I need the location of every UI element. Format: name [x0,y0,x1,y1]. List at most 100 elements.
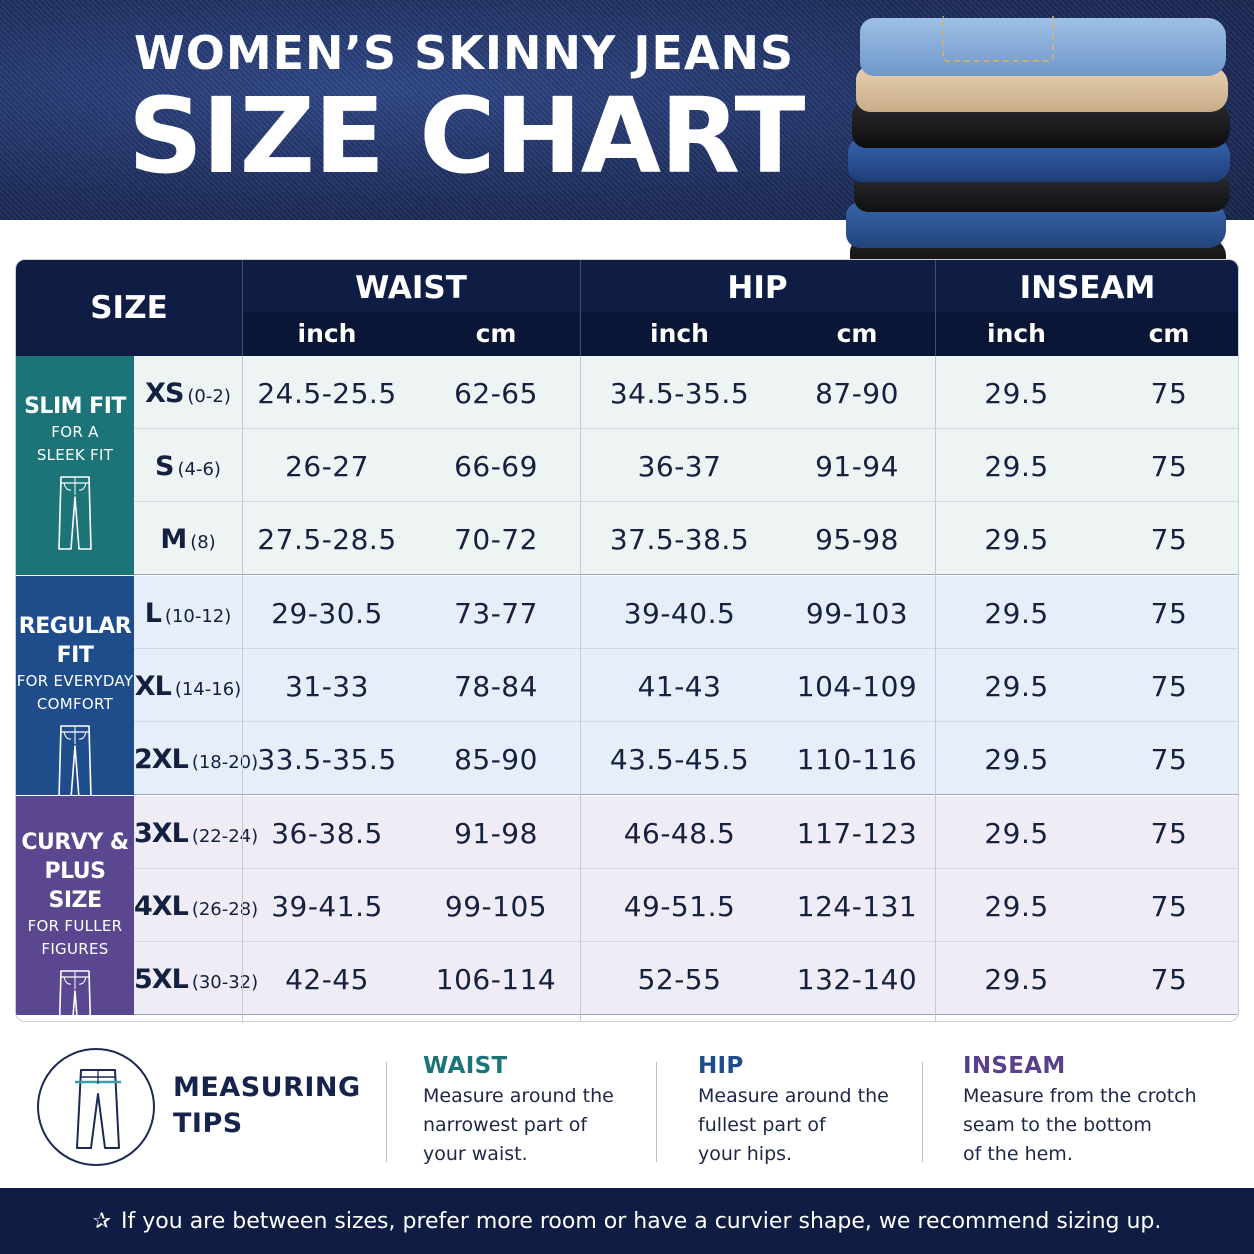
waist-inch-cell: 27.5-28.5 [257,523,397,556]
size-cell: 5XL (30-32) [134,942,258,1015]
size-code: M [160,524,187,555]
waist-inch-cell: 39-41.5 [271,890,383,923]
waist-inch-cell: 42-45 [285,963,369,996]
hip-tip-body: Measure around the fullest part of your … [698,1085,889,1165]
inseam-cm-cell: 75 [1150,890,1188,923]
inseam-cm-cell: 75 [1150,743,1188,776]
hip-inch-cell: 34.5-35.5 [609,377,750,410]
hip-cm-header: cm [779,312,935,356]
fit-group-title: SLIM FIT [24,394,126,419]
inseam-cm-cell: 75 [1150,963,1188,996]
size-cell: S (4-6) [134,429,242,502]
fit-group-subtitle: COMFORT [36,695,114,713]
size-code: S [155,451,174,482]
size-cell: XL (14-16) [134,649,242,722]
waist-cm-cell: 70-72 [454,523,538,556]
stack-of-folded-jeans-image [846,10,1236,278]
fit-group-subtitle: SLEEK FIT [36,446,114,464]
waist-inch-cell: 26-27 [285,450,369,483]
footer-note-bar: ✰ If you are between sizes, prefer more r… [0,1188,1254,1254]
waist-cm-cell: 85-90 [454,743,538,776]
fit-group-panel: SLIM FIT FOR A SLEEK FIT [16,356,134,575]
tips-divider [386,1062,387,1162]
inseam-tip-body: Measure from the crotch seam to the bott… [963,1085,1197,1165]
waist-cm-cell: 78-84 [454,670,538,703]
inseam-inch-cell: 29.5 [984,523,1049,556]
jeans-icon [16,724,134,804]
tips-divider [922,1062,923,1162]
size-range: (22-24) [191,826,259,847]
fit-group-subtitle: FIGURES [41,940,109,958]
size-range: (14-16) [174,679,242,700]
footer-note-text: If you are between sizes, prefer more ro… [121,1209,1162,1234]
hip-cm-cell: 110-116 [796,743,918,776]
hip-tip-title: HIP [698,1053,744,1079]
hip-cm-cell: 104-109 [796,670,918,703]
inseam-cm-cell: 75 [1150,817,1188,850]
size-range: (8) [190,532,216,553]
table-row: 2XL (18-20) 33.5-35.5 85-90 43.5-45.5 110-116… [134,722,1238,795]
hip-column-header: HIP [727,270,788,306]
waist-tip-title: WAIST [423,1053,508,1079]
hip-inch-cell: 46-48.5 [623,817,736,850]
inseam-inch-cell: 29.5 [984,450,1049,483]
inseam-inch-cell: 29.5 [984,377,1049,410]
waist-cm-cell: 106-114 [435,963,557,996]
inseam-cm-cell: 75 [1150,597,1188,630]
size-code: 3XL [134,818,189,849]
fit-group-subtitle: FOR A [51,423,99,441]
inseam-inch-cell: 29.5 [984,670,1049,703]
inseam-inch-cell: 29.5 [984,597,1049,630]
column-divider [935,356,936,1021]
hip-inch-cell: 36-37 [637,450,722,483]
waist-cm-cell: 99-105 [444,890,548,923]
size-range: (26-28) [191,899,259,920]
size-cell: M (8) [134,502,242,575]
waist-cm-cell: 62-65 [454,377,538,410]
hip-inch-header: inch [580,312,779,356]
waist-tip-body: Measure around the narrowest part of you… [423,1085,614,1165]
hip-inch-cell: 39-40.5 [623,597,736,630]
waist-column-header: WAIST [355,270,467,306]
jeans-icon [16,969,134,1021]
inseam-cm-cell: 75 [1150,523,1188,556]
hip-cm-cell: 87-90 [815,377,899,410]
waist-inch-cell: 29-30.5 [271,597,383,630]
table-row: XL (14-16) 31-33 78-84 41-43 104-109 29.5 75 [134,649,1238,722]
hip-cm-cell: 124-131 [796,890,918,923]
inseam-inch-header: inch [935,312,1098,356]
table-row: S (4-6) 26-27 66-69 36-37 91-94 29.5 75 [134,429,1238,502]
inseam-cm-cell: 75 [1150,450,1188,483]
size-cell: XS (0-2) [134,356,242,429]
size-code: XS [145,378,184,409]
hip-inch-cell: 52-55 [637,963,722,996]
size-cell: L (10-12) [134,576,242,649]
waist-inch-cell: 24.5-25.5 [257,377,397,410]
size-cell: 4XL (26-28) [134,869,258,942]
hip-inch-cell: 37.5-38.5 [609,523,750,556]
inseam-inch-cell: 29.5 [984,743,1049,776]
size-range: (4-6) [177,459,221,480]
hip-inch-cell: 43.5-45.5 [609,743,750,776]
fit-group-subtitle: FOR EVERYDAY [16,672,134,690]
hip-inch-cell: 41-43 [637,670,722,703]
waist-inch-cell: 33.5-35.5 [257,743,397,776]
waist-cm-cell: 91-98 [454,817,538,850]
page-title-line2: SIZE CHART [128,75,805,197]
size-code: 5XL [134,964,189,995]
waist-inch-cell: 31-33 [285,670,369,703]
size-code: 2XL [134,744,189,775]
table-row: L (10-12) 29-30.5 73-77 39-40.5 99-103 29.5 75 [134,576,1238,649]
table-row: XS (0-2) 24.5-25.5 62-65 34.5-35.5 87-90 29.5 7… [134,356,1238,429]
size-cell: 3XL (22-24) [134,796,258,869]
fit-group-title: PLUS SIZE [44,859,106,913]
hip-cm-cell: 99-103 [805,597,909,630]
size-code: L [144,598,162,629]
inseam-cm-cell: 75 [1150,670,1188,703]
waist-cm-header: cm [412,312,580,356]
size-range: (30-32) [191,972,259,993]
hip-cm-cell: 117-123 [796,817,918,850]
jeans-icon [16,475,134,555]
fit-group-subtitle: FOR FULLER [27,917,123,935]
star-icon: ✰ [92,1209,112,1234]
